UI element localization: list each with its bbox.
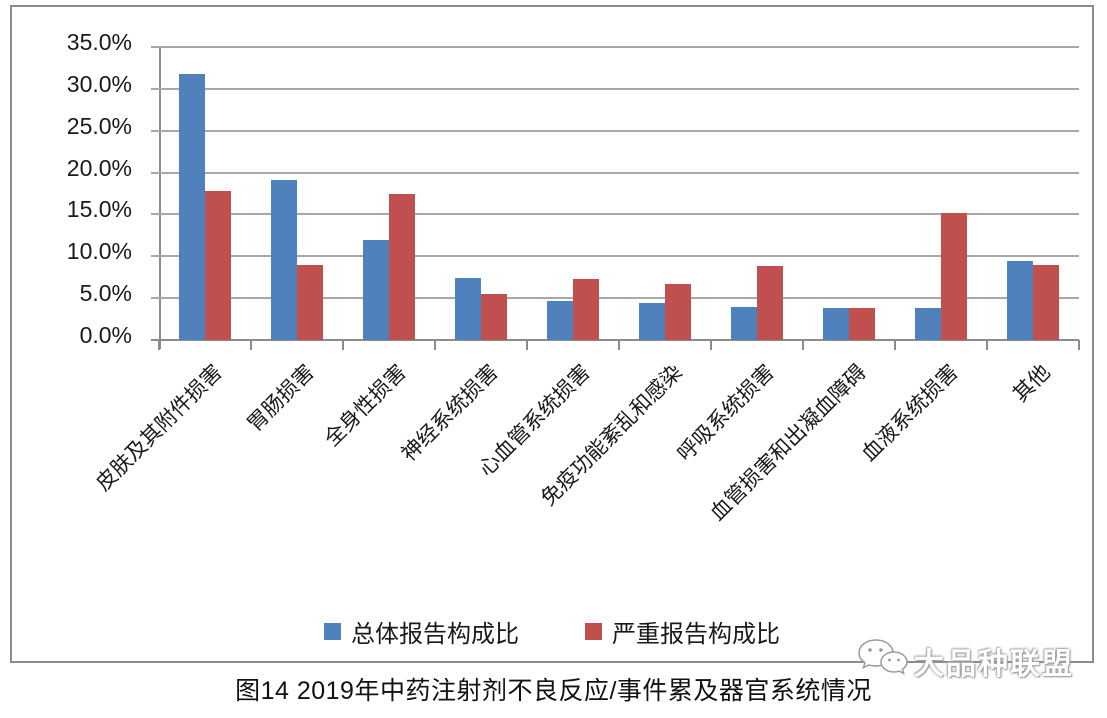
- y-axis-label-15.0%: 15.0%: [66, 196, 132, 223]
- bar-overall-3: [455, 278, 481, 340]
- x-axis-tick: [342, 340, 344, 350]
- bar-overall-8: [915, 308, 941, 340]
- y-axis-label-30.0%: 30.0%: [66, 70, 132, 97]
- gridline: [151, 171, 1079, 174]
- x-axis-tick: [434, 340, 436, 350]
- y-axis-label-10.0%: 10.0%: [66, 238, 132, 265]
- x-axis-label-8: 血液系统损害: [857, 360, 963, 466]
- gridline: [151, 213, 1079, 216]
- bar-serious-3: [481, 293, 507, 340]
- y-axis-line: [159, 47, 161, 349]
- bar-serious-0: [205, 191, 231, 340]
- x-axis-baseline: [151, 339, 1079, 341]
- bar-overall-2: [363, 239, 389, 340]
- bar-serious-5: [665, 283, 691, 340]
- chart-legend: 总体报告构成比 严重报告构成比: [12, 614, 1092, 649]
- legend-entry-serious: 严重报告构成比: [585, 614, 780, 649]
- x-axis-tick: [710, 340, 712, 350]
- bar-overall-0: [179, 73, 205, 340]
- bar-overall-7: [823, 308, 849, 340]
- bar-serious-1: [297, 264, 323, 340]
- x-axis-tick: [986, 340, 988, 350]
- plot-area: [151, 46, 1080, 350]
- x-axis-tick: [1078, 340, 1080, 350]
- y-axis-label-25.0%: 25.0%: [66, 112, 132, 139]
- x-axis-tick: [802, 340, 804, 350]
- y-axis-label-5.0%: 5.0%: [79, 280, 132, 307]
- chart-caption: 图14 2019年中药注射剂不良反应/事件累及器官系统情况: [235, 677, 872, 705]
- y-axis-label-20.0%: 20.0%: [66, 154, 132, 181]
- legend-label-overall: 总体报告构成比: [351, 621, 519, 648]
- bar-serious-6: [757, 266, 783, 340]
- x-axis-label-9: 其他: [1008, 360, 1055, 407]
- chart-frame: 35.0% 30.0% 25.0% 20.0% 15.0% 10.0% 5.0% 0.0% 皮…: [10, 5, 1094, 663]
- bar-overall-5: [639, 303, 665, 340]
- legend-entry-overall: 总体报告构成比: [324, 614, 519, 649]
- bar-serious-4: [573, 278, 599, 340]
- x-axis-label-1: 胃肠损害: [243, 360, 319, 437]
- wechat-icon: [856, 636, 908, 685]
- x-axis-label-7: 血管损害和出凝血障碍: [706, 360, 871, 526]
- bar-overall-9: [1007, 261, 1033, 340]
- gridline: [151, 255, 1079, 258]
- y-axis-label-35.0%: 35.0%: [66, 29, 132, 55]
- gridline: [151, 46, 1079, 48]
- bar-serious-8: [941, 212, 967, 340]
- gridline: [151, 87, 1079, 90]
- bar-overall-1: [271, 180, 297, 340]
- bar-serious-7: [849, 308, 875, 340]
- x-axis-tick: [618, 340, 620, 350]
- watermark-text: 大品种联盟: [914, 647, 1074, 681]
- x-axis-tick: [250, 340, 252, 350]
- x-axis-label-2: 全身性损害: [320, 360, 411, 452]
- watermark: 大品种联盟: [856, 636, 1074, 685]
- x-axis-tick: [526, 340, 528, 350]
- legend-swatch-overall: [324, 623, 341, 640]
- y-axis-label-0.0%: 0.0%: [79, 322, 132, 348]
- legend-label-serious: 严重报告构成比: [612, 621, 780, 648]
- bar-serious-9: [1033, 264, 1059, 340]
- bar-overall-4: [547, 300, 573, 340]
- bar-overall-6: [731, 307, 757, 340]
- bar-serious-2: [389, 193, 415, 340]
- x-axis-tick: [158, 340, 160, 350]
- gridline: [151, 297, 1079, 300]
- legend-swatch-serious: [585, 623, 602, 640]
- gridline: [151, 129, 1079, 132]
- x-axis-tick: [894, 340, 896, 350]
- x-axis-label-0: 皮肤及其附件损害: [91, 360, 227, 496]
